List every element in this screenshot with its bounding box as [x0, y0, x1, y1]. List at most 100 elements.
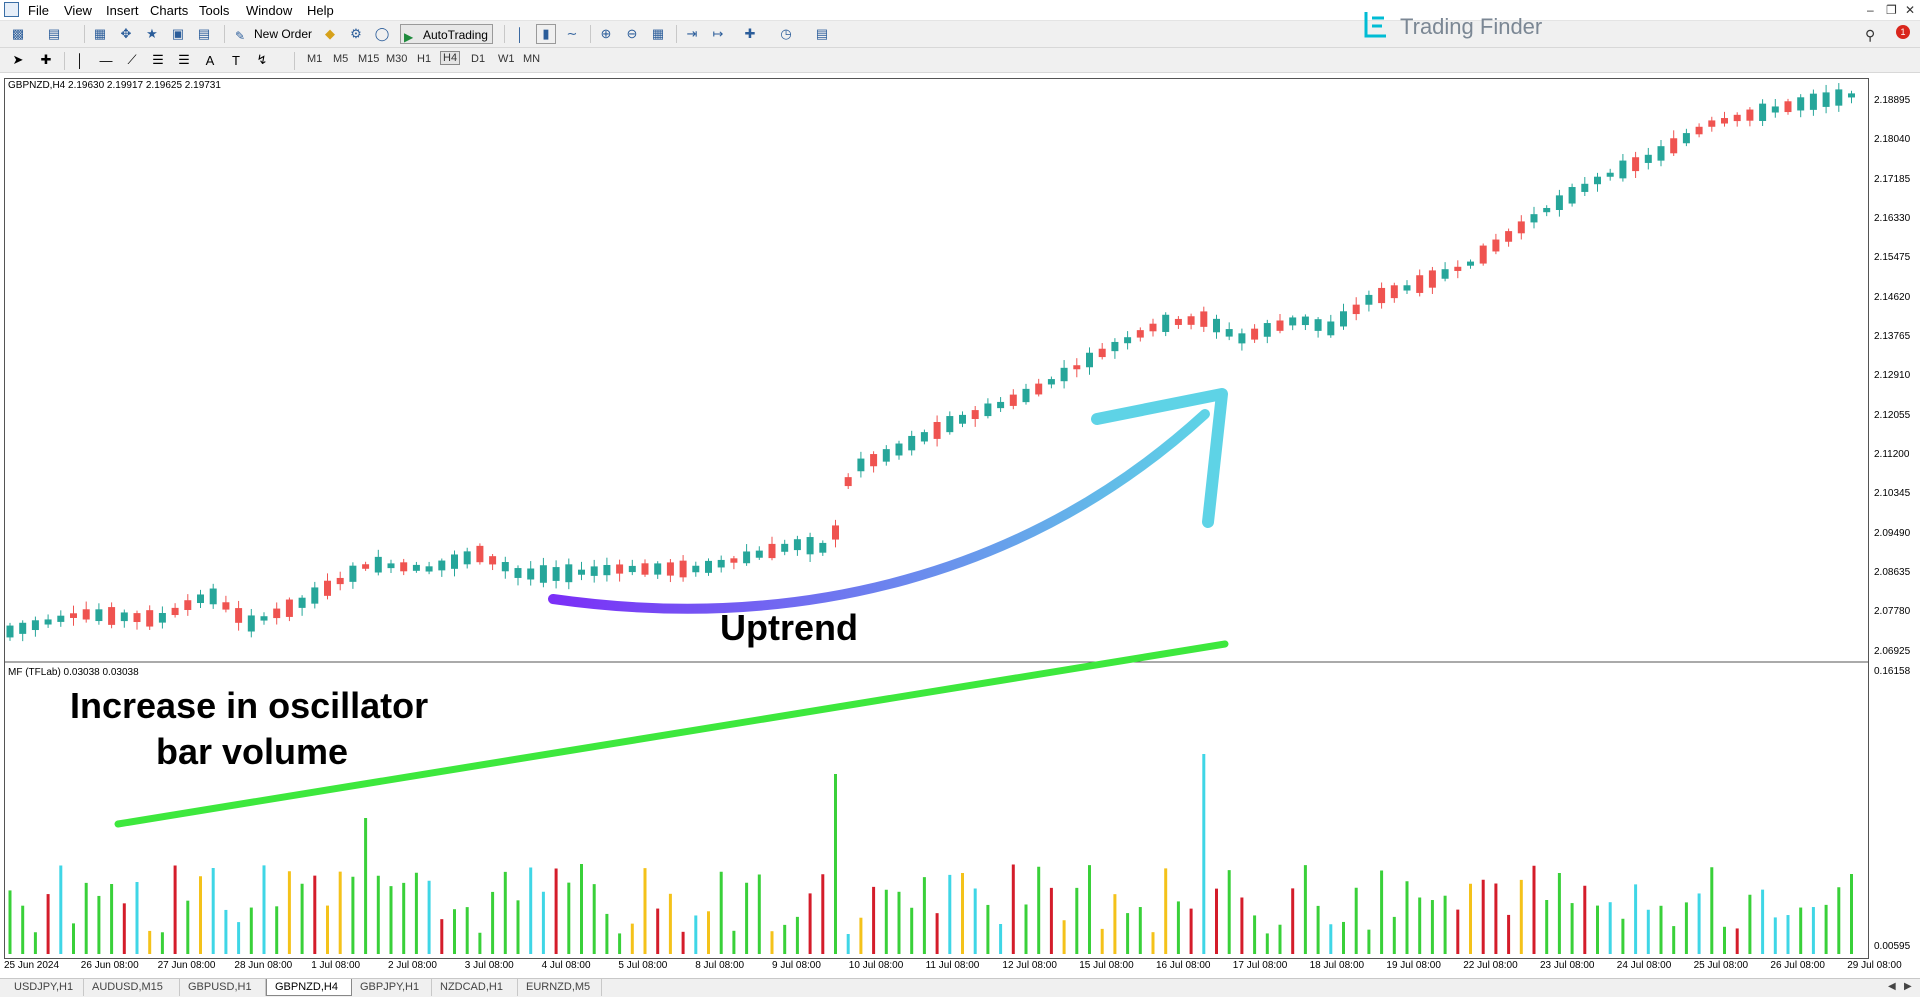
search-icon[interactable]: ⚲ [1865, 27, 1876, 43]
minimize-icon[interactable]: – [1867, 3, 1874, 17]
candle-body [247, 615, 255, 632]
candle-body [1479, 245, 1487, 264]
tab-usdjpy-h1[interactable]: USDJPY,H1 [6, 979, 84, 996]
candle-body [438, 560, 446, 571]
tab-scroll-left-icon[interactable]: ◀ [1888, 981, 1896, 992]
candle-body [311, 587, 319, 604]
candle-body [400, 562, 408, 572]
market-watch-icon[interactable]: ▦ [93, 26, 107, 41]
fibonacci-icon[interactable]: ☰ [178, 52, 190, 67]
time-label: 16 Jul 08:00 [1156, 960, 1211, 971]
standard-toolbar: ▩ ▤ ▦ ✥ ★ ▣ ▤ ✎ New Order ◆ ⚙ ◯ ▶ AutoTr… [0, 21, 1920, 48]
candle-body [971, 410, 979, 420]
zoom-out-icon[interactable]: ⊖ [626, 26, 638, 41]
candle-body [1797, 97, 1805, 111]
arrows-icon[interactable]: ↯ [256, 52, 268, 67]
zoom-in-icon[interactable]: ⊕ [600, 26, 612, 41]
timeframe-mn[interactable]: MN [523, 53, 541, 65]
indicators-icon[interactable]: ✚ [744, 26, 756, 41]
candle-body [1721, 118, 1728, 124]
candle-body [1619, 160, 1627, 179]
new-order-button[interactable]: ✎ New Order [232, 24, 316, 44]
chart-canvas[interactable]: Uptrend Increase in oscillator bar volum… [0, 74, 1920, 978]
candle-body [616, 564, 624, 574]
autotrading-button[interactable]: ▶ AutoTrading [400, 24, 493, 44]
restore-icon[interactable]: ❐ [1886, 3, 1897, 17]
crosshair-icon[interactable]: ✚ [40, 52, 52, 67]
candle-body [501, 562, 509, 572]
tab-gbpnzd-h4[interactable]: GBPNZD,H4 [266, 979, 352, 996]
tab-eurnzd-m5[interactable]: EURNZD,M5 [518, 979, 602, 996]
notification-badge[interactable]: 1 [1896, 25, 1910, 39]
timeframe-w1[interactable]: W1 [498, 53, 515, 65]
chart-window[interactable]: Uptrend Increase in oscillator bar volum… [0, 74, 1920, 978]
candle-body [578, 569, 585, 575]
candle-body [1111, 341, 1119, 352]
tab-audusd-m15[interactable]: AUDUSD,M15 [84, 979, 180, 996]
text-label-icon[interactable]: T [232, 52, 240, 68]
time-label: 17 Jul 08:00 [1232, 960, 1288, 971]
terminal-icon[interactable]: ▣ [171, 26, 185, 41]
candle-body [1771, 106, 1779, 113]
trendline-icon[interactable]: ⟋ [127, 52, 137, 67]
menu-insert[interactable]: Insert [106, 3, 139, 18]
tab-nzdcad-h1[interactable]: NZDCAD,H1 [432, 979, 518, 996]
chart-frame [4, 78, 1869, 959]
data-window-icon[interactable]: ★ [146, 26, 158, 41]
timeframe-m1[interactable]: M1 [307, 53, 323, 65]
candle-body [1416, 275, 1424, 293]
menu-view[interactable]: View [64, 3, 92, 18]
price-label: 2.08635 [1874, 567, 1911, 578]
globe-icon[interactable]: ◯ [374, 26, 390, 41]
profiles-icon[interactable]: ▤ [47, 26, 61, 41]
horizontal-line-icon[interactable]: — [99, 52, 113, 68]
candle-chart-icon[interactable]: ▮ [536, 24, 556, 44]
periods-icon[interactable]: ◷ [780, 26, 792, 41]
candle-body [1594, 176, 1601, 185]
timeframe-h4[interactable]: H4 [440, 51, 461, 65]
menu-help[interactable]: Help [307, 3, 334, 18]
timeframe-h1[interactable]: H1 [417, 53, 432, 65]
timeframe-d1[interactable]: D1 [471, 53, 486, 65]
tab-scroll-right-icon[interactable]: ▶ [1904, 981, 1912, 992]
timeframe-m30[interactable]: M30 [386, 53, 408, 65]
candle-body [1136, 330, 1144, 338]
channel-icon[interactable]: ☰ [152, 52, 164, 67]
candle-body [895, 443, 903, 456]
bar-chart-icon[interactable]: │ [515, 26, 525, 42]
menu-charts[interactable]: Charts [150, 3, 189, 18]
candle-body [1695, 126, 1703, 135]
menu-tools[interactable]: Tools [199, 3, 230, 18]
templates-icon[interactable]: ▤ [815, 26, 829, 41]
candle-body [1149, 323, 1157, 332]
candle-body [1555, 195, 1563, 210]
time-label: 9 Jul 08:00 [772, 960, 821, 971]
autoscroll-icon[interactable]: ⇥ [686, 26, 698, 41]
timeframe-m15[interactable]: M15 [358, 53, 380, 65]
vertical-line-icon[interactable]: │ [75, 52, 85, 68]
candle-body [1378, 287, 1386, 304]
close-icon[interactable]: ✕ [1905, 3, 1916, 17]
cursor-icon[interactable]: ➤ [12, 52, 24, 67]
tab-gbpusd-h1[interactable]: GBPUSD,H1 [180, 979, 266, 996]
chart-shift-icon[interactable]: ↦ [712, 26, 724, 41]
new-chart-icon[interactable]: ▩ [11, 26, 25, 41]
candles [6, 83, 1855, 642]
candle-body [933, 421, 941, 439]
navigator-icon[interactable]: ✥ [120, 26, 132, 41]
text-icon[interactable]: A [205, 52, 215, 68]
menu-file[interactable]: File [28, 3, 49, 18]
candle-body [1327, 321, 1335, 336]
timeframe-m5[interactable]: M5 [333, 53, 349, 65]
candle-body [743, 551, 751, 564]
tile-icon[interactable]: ▦ [651, 26, 665, 41]
time-label: 3 Jul 08:00 [464, 960, 514, 971]
line-chart-icon[interactable]: ∼ [566, 26, 578, 41]
options-icon[interactable]: ⚙ [350, 26, 362, 41]
gold-icon[interactable]: ◆ [325, 26, 335, 41]
candle-body [844, 477, 852, 487]
separator [590, 25, 591, 43]
menu-window[interactable]: Window [246, 3, 293, 18]
tab-gbpjpy-h1[interactable]: GBPJPY,H1 [352, 979, 432, 996]
strategy-tester-icon[interactable]: ▤ [197, 26, 211, 41]
